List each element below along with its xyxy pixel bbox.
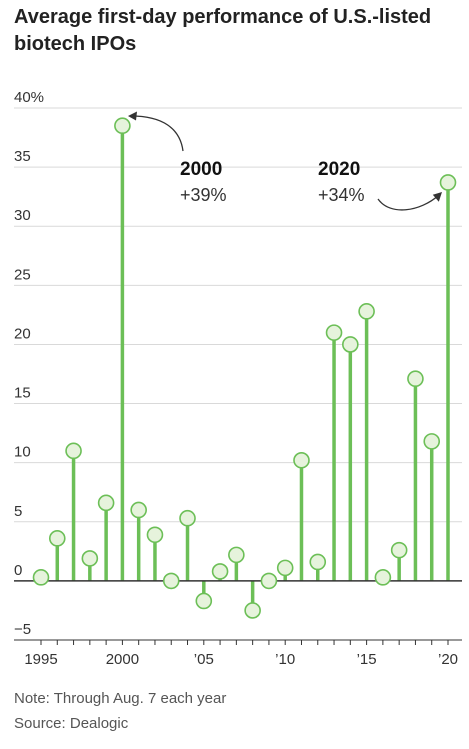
y-tick-label: 40% <box>14 89 44 106</box>
annotation-2020-value: +34% <box>318 185 365 205</box>
data-point <box>293 452 310 469</box>
y-axis-tick-labels: −5 0 5 10 15 20 25 30 35 40% <box>14 89 44 638</box>
y-tick-label: 5 <box>14 503 22 520</box>
data-point <box>374 569 392 586</box>
y-tick-label: 10 <box>14 444 31 461</box>
data-point <box>228 546 245 564</box>
data-point <box>423 433 441 450</box>
data-point <box>211 563 229 580</box>
data-point <box>342 336 359 353</box>
x-tick-label: ’20 <box>438 651 458 668</box>
annotation-2020-arrowhead <box>432 192 442 202</box>
x-tick-label: ’05 <box>194 651 214 668</box>
y-tick-label: 35 <box>14 148 31 165</box>
data-point <box>65 442 82 460</box>
annotation-2020-arrow <box>377 194 440 211</box>
data-point <box>407 370 424 388</box>
data-point <box>195 592 213 610</box>
data-point <box>32 569 50 586</box>
data-point <box>358 303 375 320</box>
data-point <box>146 526 164 544</box>
y-tick-label: 15 <box>14 385 31 402</box>
x-tick-label: 2000 <box>106 651 139 668</box>
x-axis: 1995 2000 ’05 ’10 ’15 ’20 <box>14 639 462 668</box>
data-point <box>260 572 278 590</box>
data-point <box>97 494 115 512</box>
y-tick-label: 25 <box>14 266 31 283</box>
data-point <box>114 117 131 135</box>
data-point <box>390 541 408 559</box>
stems <box>39 125 450 611</box>
x-tick-label: ’15 <box>357 651 377 668</box>
x-tick-label: ’10 <box>275 651 295 668</box>
annotation-2000-year: 2000 <box>180 159 222 180</box>
annotation-2000-value: +39% <box>180 185 227 205</box>
data-point <box>309 553 327 571</box>
data-point <box>48 530 66 547</box>
annotation-2000-arrow <box>130 115 184 152</box>
chart-title: Average first-day performance of U.S.-li… <box>14 6 432 55</box>
data-point <box>162 572 180 590</box>
data-point <box>439 174 457 191</box>
markers <box>32 117 457 619</box>
data-point <box>325 324 343 341</box>
y-tick-label: 20 <box>14 325 31 342</box>
x-tick-label: 1995 <box>24 651 57 668</box>
data-point <box>276 559 294 577</box>
annotation-2020-year: 2020 <box>318 159 360 180</box>
y-tick-label: 0 <box>14 562 22 579</box>
chart-note: Note: Through Aug. 7 each year <box>14 690 227 707</box>
data-point <box>130 501 147 519</box>
data-point <box>244 602 261 619</box>
annotation-2000-arrowhead <box>128 111 137 121</box>
y-tick-label: −5 <box>14 621 31 638</box>
y-tick-label: 30 <box>14 207 31 224</box>
data-point <box>81 550 99 567</box>
data-point <box>179 509 196 527</box>
annotations: 2000 +39% 2020 +34% <box>128 111 442 211</box>
chart-source: Source: Dealogic <box>14 715 129 732</box>
